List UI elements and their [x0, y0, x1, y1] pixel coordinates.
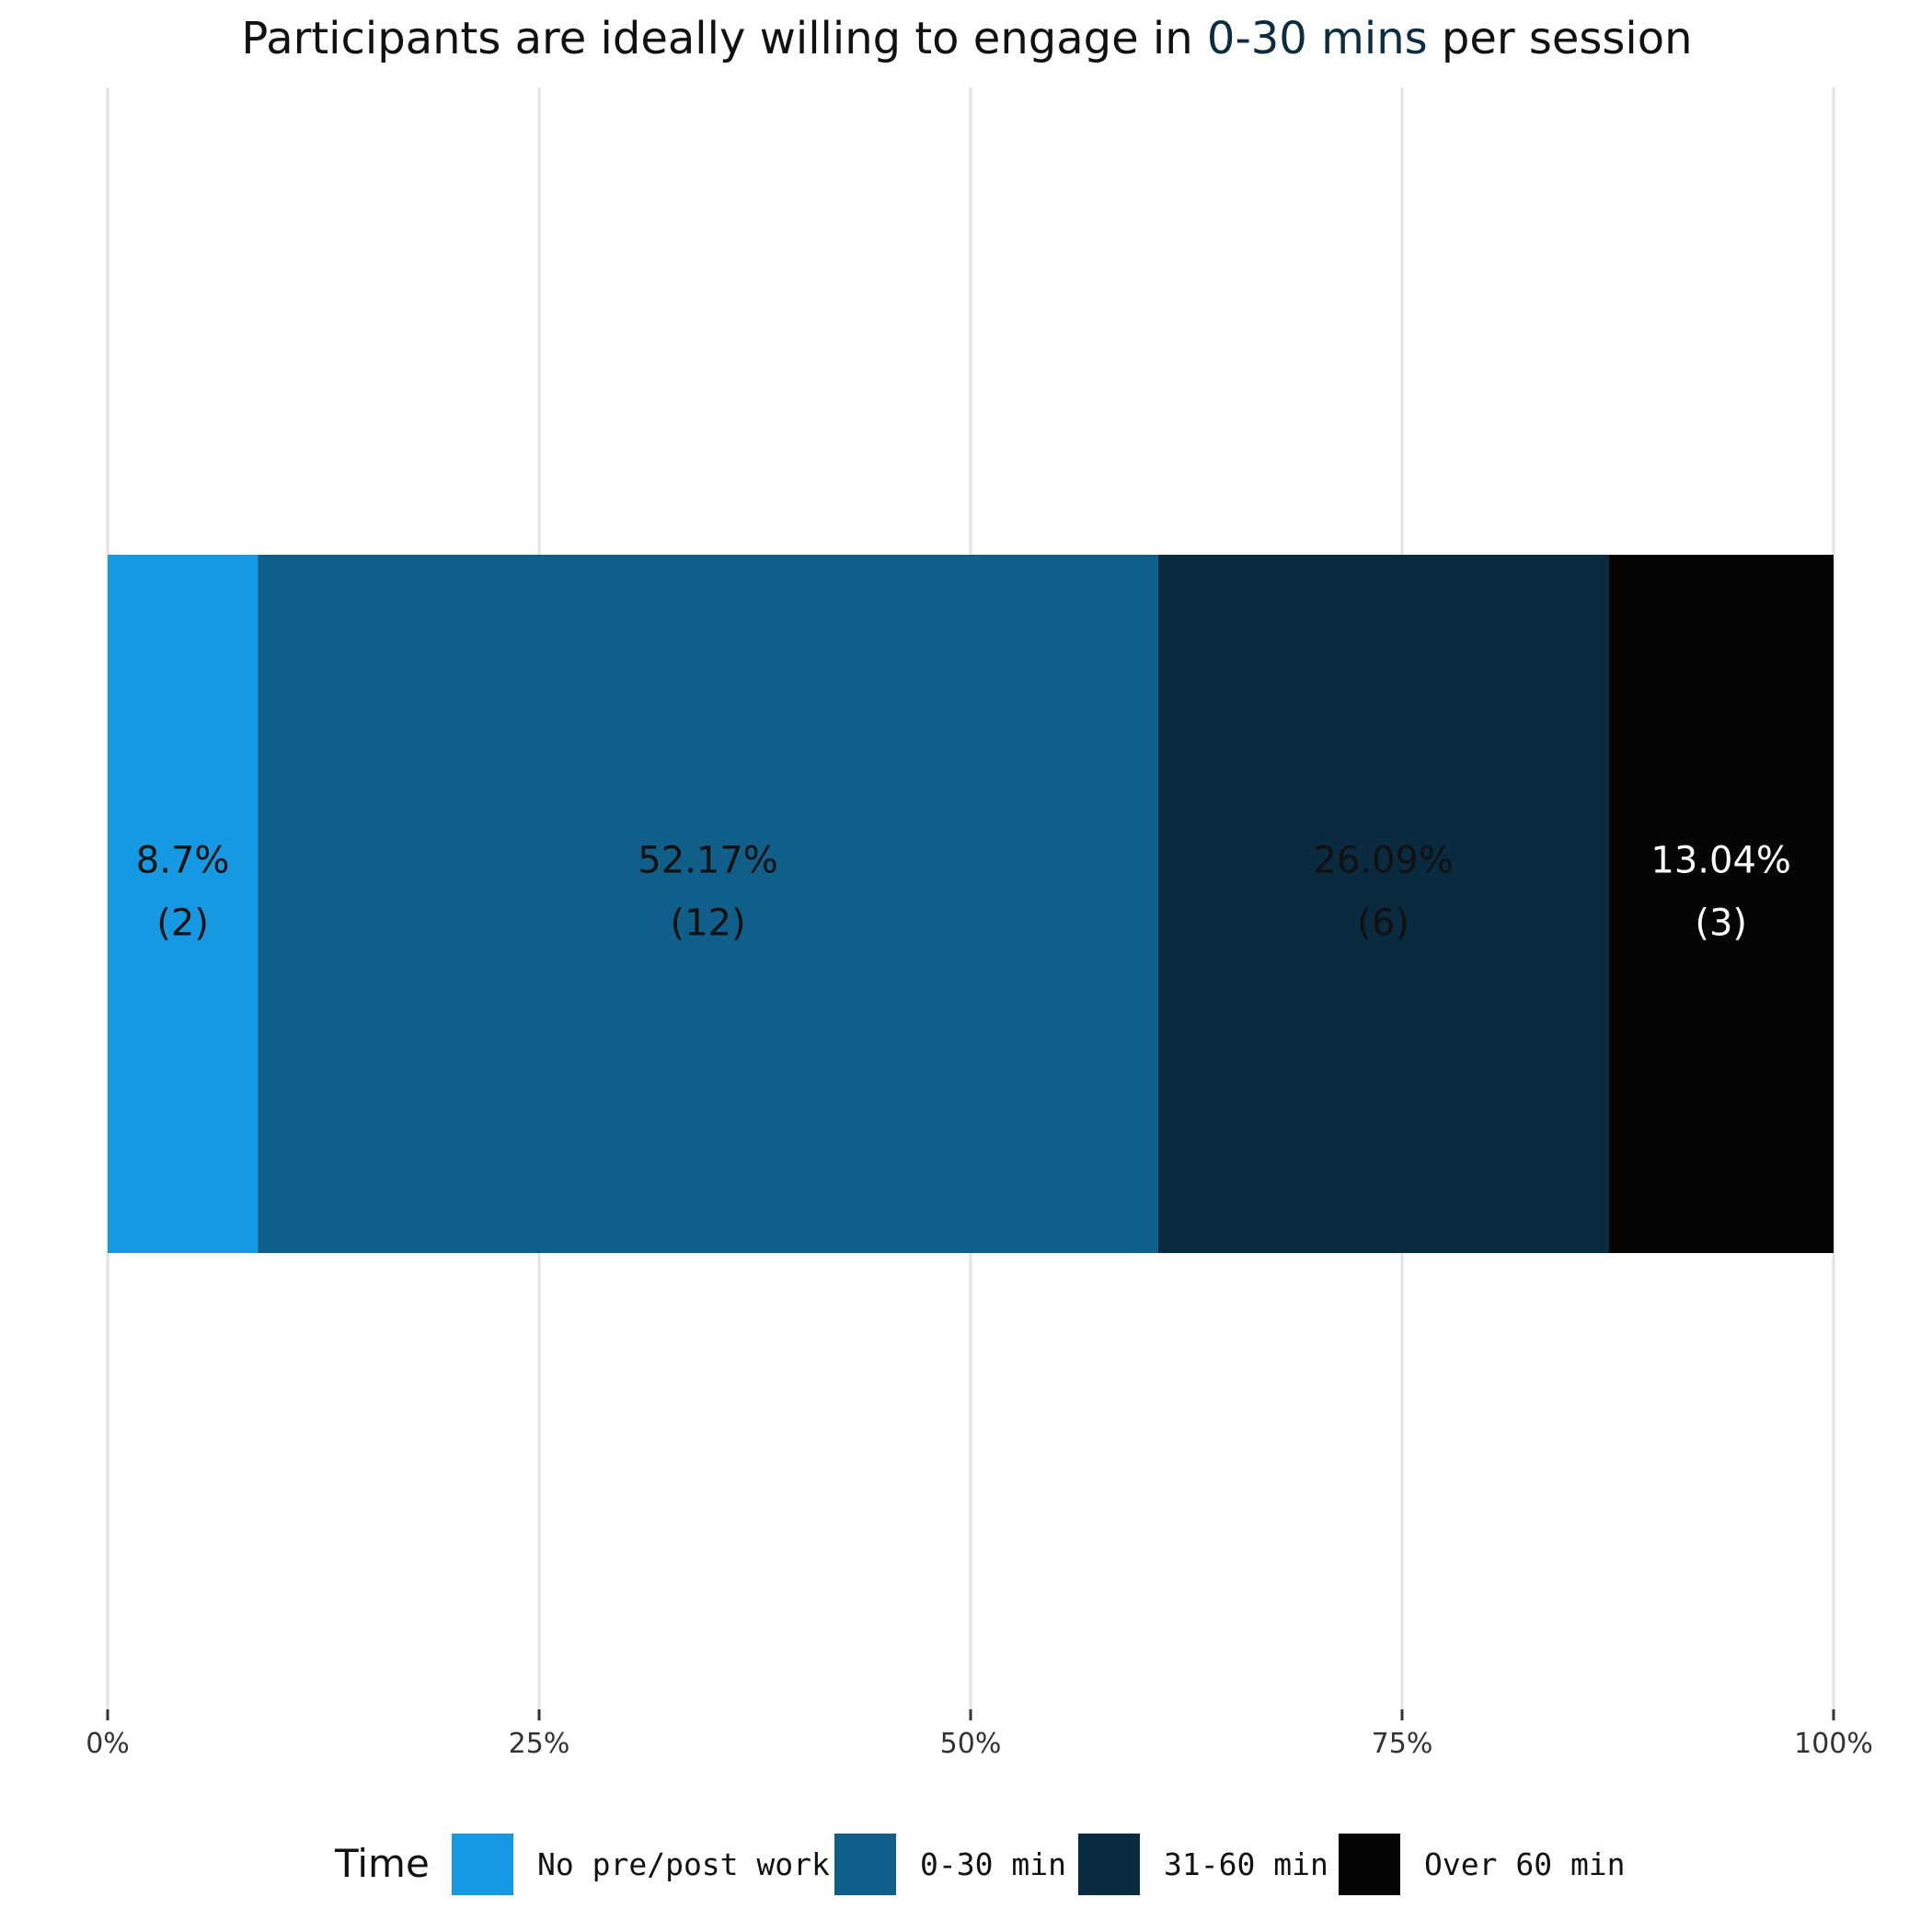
x-tick-label: 100%: [1794, 1728, 1873, 1760]
segment-labels: 8.7% (2) 52.17% (12) 26.09% (6) 13.04% (3): [136, 840, 1791, 945]
segment-percent-label: 13.04%: [1650, 840, 1791, 882]
segment-percent-label: 8.7%: [136, 840, 230, 882]
stacked-bar: [108, 555, 1834, 1253]
segment-count-label: (6): [1357, 903, 1409, 945]
segment-percent-label: 52.17%: [638, 840, 778, 882]
legend-key: [452, 1834, 513, 1895]
bar-segment: [108, 555, 259, 1253]
chart-title-prefix: Participants are ideally willing to enga…: [241, 13, 1206, 64]
legend-label: 0-30 min: [920, 1846, 1066, 1882]
legend-key: [834, 1834, 896, 1895]
legend-label: 31-60 min: [1164, 1846, 1328, 1882]
bar-segment: [1157, 555, 1609, 1253]
legend-key: [1339, 1834, 1400, 1895]
chart-title-highlight: 0-30 mins: [1207, 13, 1428, 64]
segment-count-label: (3): [1695, 903, 1747, 945]
bar-segment: [258, 555, 1158, 1253]
segment-count-label: (12): [671, 903, 746, 945]
bar-segment: [1608, 555, 1834, 1253]
legend-label: Over 60 min: [1424, 1846, 1626, 1882]
chart-title: Participants are ideally willing to enga…: [241, 13, 1692, 64]
chart-title-suffix: per session: [1428, 13, 1693, 64]
segment-percent-label: 26.09%: [1313, 840, 1454, 882]
x-tick-label: 50%: [940, 1728, 1002, 1760]
x-axis: 0% 25% 50% 75% 100%: [86, 1709, 1873, 1760]
legend-title: Time: [334, 1841, 430, 1886]
legend-key: [1078, 1834, 1140, 1895]
x-tick-label: 0%: [86, 1728, 130, 1760]
x-tick-label: 25%: [509, 1728, 570, 1760]
x-tick-label: 75%: [1372, 1728, 1433, 1760]
segment-count-label: (2): [156, 903, 209, 945]
legend: Time No pre/post work 0-30 min 31-60 min Ov…: [334, 1834, 1626, 1895]
legend-label: No pre/post work: [537, 1846, 830, 1882]
